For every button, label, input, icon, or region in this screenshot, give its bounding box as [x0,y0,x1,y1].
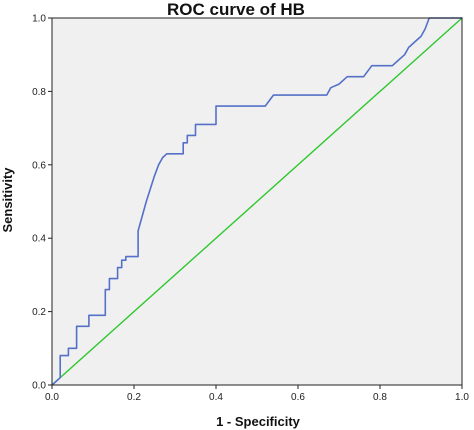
y-tick-label: 1.0 [32,14,46,25]
chart-title: ROC curve of HB [167,0,305,19]
x-tick-label: 0.4 [209,392,223,403]
y-axis: 0.0 0.2 0.4 0.6 0.8 1.0 [32,14,52,392]
plot-frame [51,17,463,386]
x-tick-label: 0.6 [291,392,305,403]
y-tick-label: 0.0 [32,381,46,392]
x-tick-label: 0.8 [373,392,387,403]
y-tick-label: 0.8 [32,87,46,98]
x-axis-label: 1 - Specificity [216,414,301,429]
roc-curve-group [51,17,463,386]
y-tick-label: 0.6 [32,160,46,171]
y-tick-label: 0.4 [32,234,46,245]
reference-line [51,17,463,386]
x-tick-label: 0.2 [127,392,141,403]
roc-curve [51,17,463,386]
x-tick-label: 1.0 [455,392,469,403]
y-axis-label: Sensitivity [0,167,15,233]
x-axis: 0.0 0.2 0.4 0.6 0.8 1.0 [45,385,469,403]
reference-line-group [51,17,463,386]
y-tick-label: 0.2 [32,307,46,318]
x-tick-label: 0.0 [45,392,59,403]
